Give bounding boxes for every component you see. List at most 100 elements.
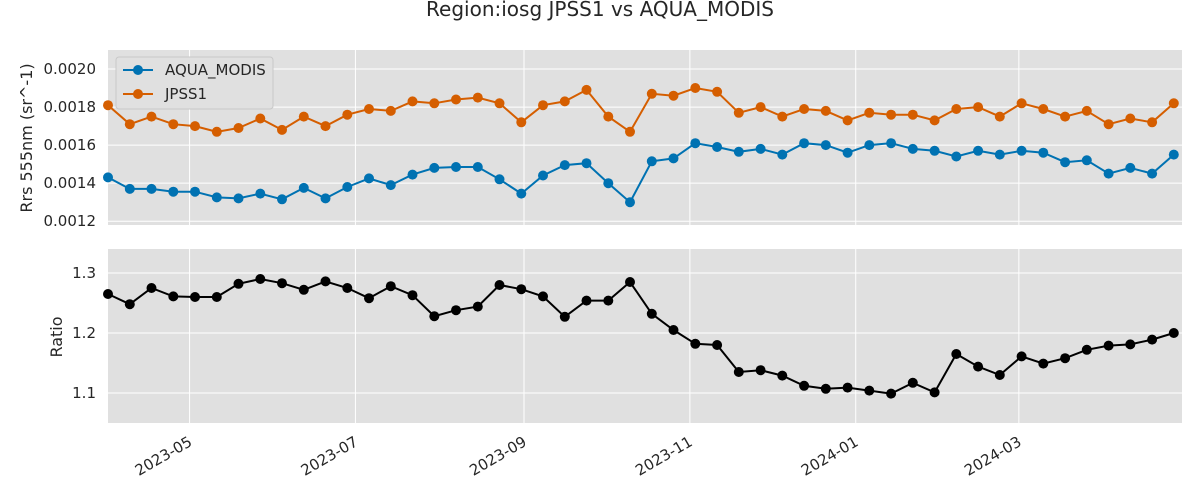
jpss1-point — [1060, 111, 1071, 122]
ratio-point — [646, 308, 657, 319]
aqua-modis-point — [820, 140, 831, 151]
ratio-point — [907, 377, 918, 388]
jpss1-point — [342, 109, 353, 120]
ratio-point — [429, 311, 440, 322]
aqua-modis-point — [124, 183, 135, 194]
aqua-modis-point — [777, 149, 788, 160]
aqua-modis-point — [190, 186, 200, 197]
ratio-point — [103, 289, 113, 299]
aqua-modis-point — [494, 174, 505, 185]
legend-label-jpss1: JPSS1 — [164, 85, 207, 103]
jpss1-point — [690, 83, 701, 93]
ratio-point — [211, 292, 222, 302]
jpss1-point — [516, 117, 527, 128]
aqua-modis-point — [581, 158, 592, 169]
ratio-point — [494, 280, 505, 290]
ratio-point — [1081, 344, 1092, 355]
jpss1-point — [907, 109, 918, 120]
aqua-modis-point — [799, 138, 810, 149]
top-panel-series — [103, 83, 1179, 208]
bottom-panel-series — [103, 274, 1179, 399]
aqua-modis-point — [1147, 168, 1158, 179]
aqua-modis-point — [1103, 168, 1114, 179]
aqua-modis-point — [516, 188, 527, 199]
jpss1-point — [1038, 104, 1049, 114]
y-tick-label: 0.0016 — [44, 136, 97, 154]
jpss1-point — [1168, 98, 1179, 109]
jpss1-point — [799, 104, 810, 114]
aqua-modis-point — [712, 142, 723, 152]
aqua-modis-point — [864, 140, 875, 151]
x-axis-ticks: 2023-05 2023-07 2023-09 2023-11 2024-01 2024-… — [132, 433, 1025, 480]
aqua-modis-point — [625, 197, 635, 208]
y-tick-label: 0.0012 — [44, 212, 97, 230]
jpss1-point — [755, 102, 766, 113]
ratio-point — [1060, 353, 1071, 364]
ratio-point — [1125, 339, 1136, 350]
jpss1-point — [1081, 105, 1092, 116]
jpss1-point — [712, 86, 723, 97]
bottom-panel-background — [108, 249, 1182, 423]
aqua-modis-point — [320, 193, 331, 204]
legend-marker-jpss1 — [133, 89, 143, 99]
ratio-point — [146, 283, 157, 293]
jpss1-point — [1147, 117, 1158, 128]
ratio-point — [973, 361, 984, 372]
aqua-modis-point — [603, 178, 614, 189]
jpss1-point — [973, 102, 984, 113]
jpss1-point — [124, 119, 135, 130]
aqua-modis-point — [1060, 157, 1071, 168]
ratio-point — [1038, 358, 1049, 369]
ratio-point — [733, 367, 744, 377]
ratio-point — [233, 278, 244, 289]
ratio-point — [581, 295, 592, 306]
ratio-point — [407, 290, 418, 301]
bottom-panel-y-ticks: 1.1 1.2 1.3 — [72, 264, 96, 402]
jpss1-point — [951, 104, 962, 114]
aqua-modis-point — [342, 182, 353, 192]
aqua-modis-point — [755, 143, 766, 154]
jpss1-point — [581, 84, 592, 95]
jpss1-point — [538, 100, 548, 111]
ratio-point — [1168, 328, 1179, 338]
x-tick-label: 2023-07 — [298, 433, 361, 480]
legend-marker-aqua-modis — [133, 65, 143, 75]
ratio-point — [886, 388, 897, 399]
ratio-point — [994, 370, 1005, 380]
jpss1-point — [646, 88, 657, 99]
aqua-modis-point — [429, 162, 440, 173]
bottom-panel-y-axis-label: Ratio — [47, 316, 66, 357]
y-tick-label: 1.2 — [72, 324, 96, 342]
ratio-point — [559, 311, 570, 322]
aqua-modis-point — [1038, 147, 1049, 158]
ratio-point — [451, 305, 461, 316]
x-tick-label: 2023-11 — [632, 433, 695, 480]
aqua-modis-point — [842, 147, 853, 158]
aqua-modis-point — [146, 183, 157, 194]
aqua-modis-point — [277, 194, 287, 205]
y-tick-label: 1.3 — [72, 264, 96, 282]
aqua-modis-point — [298, 182, 309, 193]
aqua-modis-point — [907, 143, 918, 154]
aqua-modis-point — [103, 172, 113, 183]
aqua-modis-point — [733, 146, 744, 157]
jpss1-point — [298, 111, 309, 122]
ratio-point — [842, 382, 853, 393]
ratio-point — [516, 284, 527, 295]
ratio-point — [298, 284, 309, 295]
aqua-modis-point — [646, 156, 657, 167]
aqua-modis-point — [451, 162, 461, 172]
aqua-modis-point — [559, 160, 570, 171]
y-tick-label: 0.0014 — [44, 174, 97, 192]
jpss1-point — [777, 111, 788, 122]
ratio-point — [668, 325, 679, 335]
jpss1-point — [255, 113, 266, 124]
jpss1-point — [277, 124, 287, 135]
x-tick-label: 2023-05 — [132, 433, 195, 480]
legend-label-aqua-modis: AQUA_MODIS — [165, 61, 266, 80]
aqua-modis-point — [951, 151, 962, 162]
aqua-modis-point — [407, 169, 418, 180]
jpss1-point — [1103, 119, 1114, 130]
jpss1-point — [211, 126, 222, 137]
